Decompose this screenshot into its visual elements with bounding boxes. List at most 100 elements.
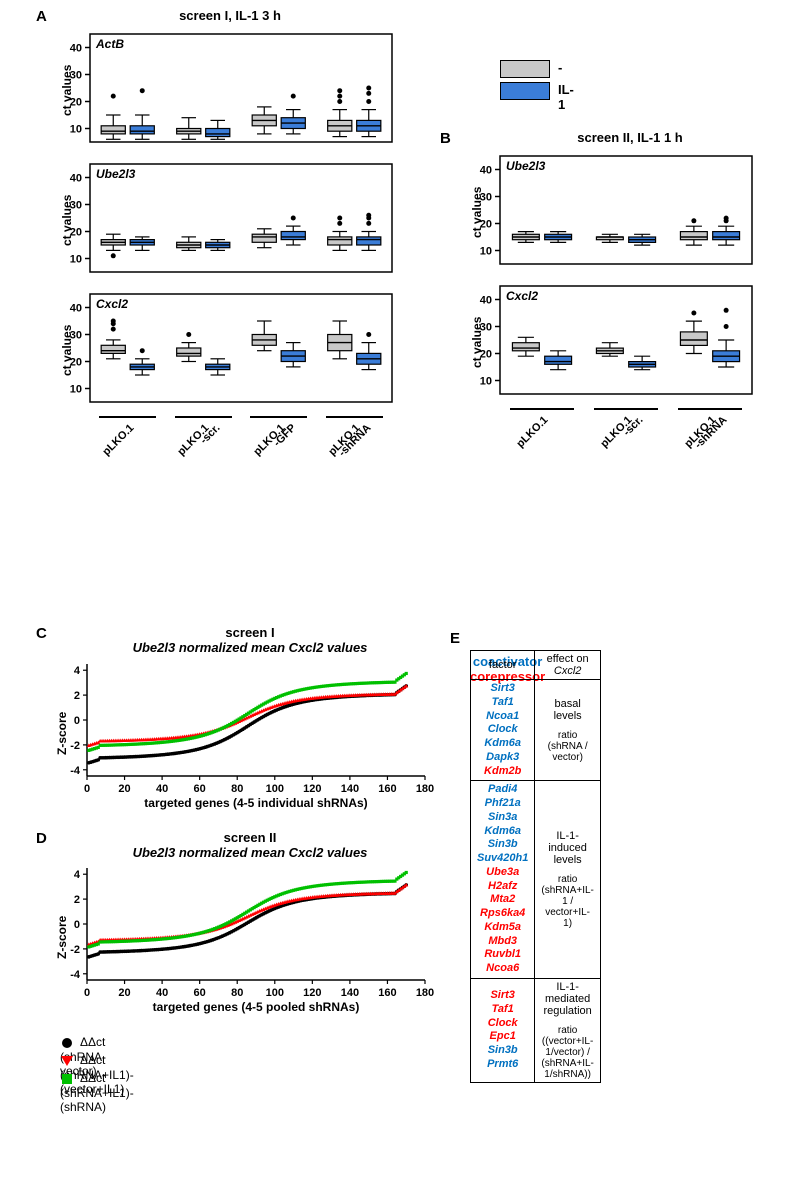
gene-name: Prmt6 bbox=[477, 1058, 528, 1072]
svg-text:140: 140 bbox=[341, 987, 359, 999]
gene-name: Epc1 bbox=[477, 1030, 528, 1044]
gene-name: Kdm6a bbox=[477, 737, 528, 751]
svg-text:Ube2l3: Ube2l3 bbox=[96, 167, 136, 181]
gene-name: Taf1 bbox=[477, 696, 528, 710]
group-underline bbox=[678, 408, 742, 410]
gene-name: Clock bbox=[477, 723, 528, 737]
title-c1: screen I bbox=[120, 625, 380, 640]
svg-text:40: 40 bbox=[70, 303, 82, 315]
svg-text:180: 180 bbox=[416, 783, 434, 795]
svg-text:4: 4 bbox=[74, 869, 81, 881]
svg-text:40: 40 bbox=[70, 173, 82, 185]
svg-text:0: 0 bbox=[84, 987, 90, 999]
svg-text:40: 40 bbox=[156, 987, 168, 999]
title-c2: Ube2l3 normalized mean Cxcl2 values bbox=[80, 640, 420, 655]
panel-label-e: E bbox=[450, 630, 460, 647]
title-d2-text: Ube2l3 normalized mean Cxcl2 values bbox=[133, 845, 368, 860]
legend-swatch-il1 bbox=[500, 82, 550, 100]
svg-text:Cxcl2: Cxcl2 bbox=[96, 297, 128, 311]
gene-name: Sirt3 bbox=[477, 989, 528, 1003]
svg-text:80: 80 bbox=[231, 987, 243, 999]
y-axis-label: ct values bbox=[60, 195, 74, 246]
gene-name: Sirt3 bbox=[477, 682, 528, 696]
svg-text:80: 80 bbox=[231, 783, 243, 795]
svg-text:2: 2 bbox=[74, 894, 80, 906]
scatter-legend-row: ΔΔct (shRNA+IL1)-(shRNA) bbox=[60, 1071, 134, 1114]
svg-text:100: 100 bbox=[266, 783, 284, 795]
gene-name: Mta2 bbox=[477, 893, 528, 907]
svg-text:160: 160 bbox=[378, 783, 396, 795]
group-underline bbox=[326, 416, 383, 418]
gene-name: Padi4 bbox=[477, 783, 528, 797]
svg-text:10: 10 bbox=[70, 124, 82, 136]
svg-text:60: 60 bbox=[194, 783, 206, 795]
table-header: effect on Cxcl2 bbox=[535, 651, 601, 680]
gene-name: Sin3a bbox=[477, 811, 528, 825]
gene-name: Rps6ka4 bbox=[477, 907, 528, 921]
gene-cell: Sirt3Taf1ClockEpc1Sin3bPrmt6 bbox=[471, 978, 535, 1082]
gene-name: Ncoa1 bbox=[477, 710, 528, 724]
panel-label-b: B bbox=[440, 130, 451, 147]
legend-label-none: - bbox=[558, 60, 562, 75]
svg-text:20: 20 bbox=[118, 987, 130, 999]
group-underline bbox=[175, 416, 232, 418]
svg-text:40: 40 bbox=[480, 295, 492, 307]
group-underline bbox=[594, 408, 658, 410]
svg-text:60: 60 bbox=[194, 987, 206, 999]
x-axis-label: targeted genes (4-5 pooled shRNAs) bbox=[87, 1000, 425, 1014]
effect-cell: IL-1-mediated regulationratio ((vector+I… bbox=[535, 978, 601, 1082]
title-d2: Ube2l3 normalized mean Cxcl2 values bbox=[80, 845, 420, 860]
gene-name: Ube3a bbox=[477, 866, 528, 880]
svg-text:-2: -2 bbox=[70, 740, 80, 752]
y-axis-label: ct values bbox=[60, 325, 74, 376]
group-underline bbox=[510, 408, 574, 410]
y-axis-label: ct values bbox=[470, 317, 484, 368]
svg-text:40: 40 bbox=[156, 783, 168, 795]
gene-name: Taf1 bbox=[477, 1003, 528, 1017]
svg-text:120: 120 bbox=[303, 987, 321, 999]
svg-text:100: 100 bbox=[266, 987, 284, 999]
table-e: factoreffect on Cxcl2Sirt3Taf1Ncoa1Clock… bbox=[470, 650, 601, 1083]
gene-name: Sin3b bbox=[477, 1044, 528, 1058]
svg-text:10: 10 bbox=[480, 376, 492, 388]
y-axis-label: ct values bbox=[470, 187, 484, 238]
panel-label-d: D bbox=[36, 830, 47, 847]
svg-text:0: 0 bbox=[84, 783, 90, 795]
gene-name: Suv420h1 bbox=[477, 852, 528, 866]
svg-text:120: 120 bbox=[303, 783, 321, 795]
svg-text:40: 40 bbox=[480, 165, 492, 177]
panel-label-c: C bbox=[36, 625, 47, 642]
gene-name: Clock bbox=[477, 1017, 528, 1031]
gene-name: Kdm6a bbox=[477, 825, 528, 839]
title-a: screen I, IL-1 3 h bbox=[130, 8, 330, 23]
svg-text:20: 20 bbox=[118, 783, 130, 795]
y-axis-label: Z-score bbox=[55, 916, 69, 959]
svg-text:10: 10 bbox=[480, 246, 492, 258]
effect-cell: IL-1-induced levelsratio (shRNA+IL-1 / v… bbox=[535, 781, 601, 979]
title-d1: screen II bbox=[120, 830, 380, 845]
title-b: screen II, IL-1 1 h bbox=[530, 130, 730, 145]
svg-text:40: 40 bbox=[70, 43, 82, 55]
x-axis-label: targeted genes (4-5 individual shRNAs) bbox=[87, 796, 425, 810]
svg-text:10: 10 bbox=[70, 254, 82, 266]
svg-text:Ube2l3: Ube2l3 bbox=[506, 159, 546, 173]
gene-name: Phf21a bbox=[477, 797, 528, 811]
svg-text:180: 180 bbox=[416, 987, 434, 999]
y-axis-label: Z-score bbox=[55, 712, 69, 755]
gene-name: Kdm5a bbox=[477, 921, 528, 935]
group-underline bbox=[250, 416, 307, 418]
gene-name: Ruvbl1 bbox=[477, 948, 528, 962]
svg-text:140: 140 bbox=[341, 783, 359, 795]
svg-text:-4: -4 bbox=[70, 765, 81, 777]
legend-label-il1: IL-1 bbox=[558, 82, 574, 112]
gene-name: Ncoa6 bbox=[477, 962, 528, 976]
svg-text:-4: -4 bbox=[70, 969, 81, 981]
group-underline bbox=[99, 416, 156, 418]
svg-text:2: 2 bbox=[74, 690, 80, 702]
gene-cell: Sirt3Taf1Ncoa1ClockKdm6aDapk3Kdm2b bbox=[471, 680, 535, 781]
svg-text:4: 4 bbox=[74, 665, 81, 677]
gene-name: Mbd3 bbox=[477, 935, 528, 949]
table-header: factor bbox=[471, 651, 535, 680]
svg-text:0: 0 bbox=[74, 715, 80, 727]
gene-name: H2afz bbox=[477, 880, 528, 894]
